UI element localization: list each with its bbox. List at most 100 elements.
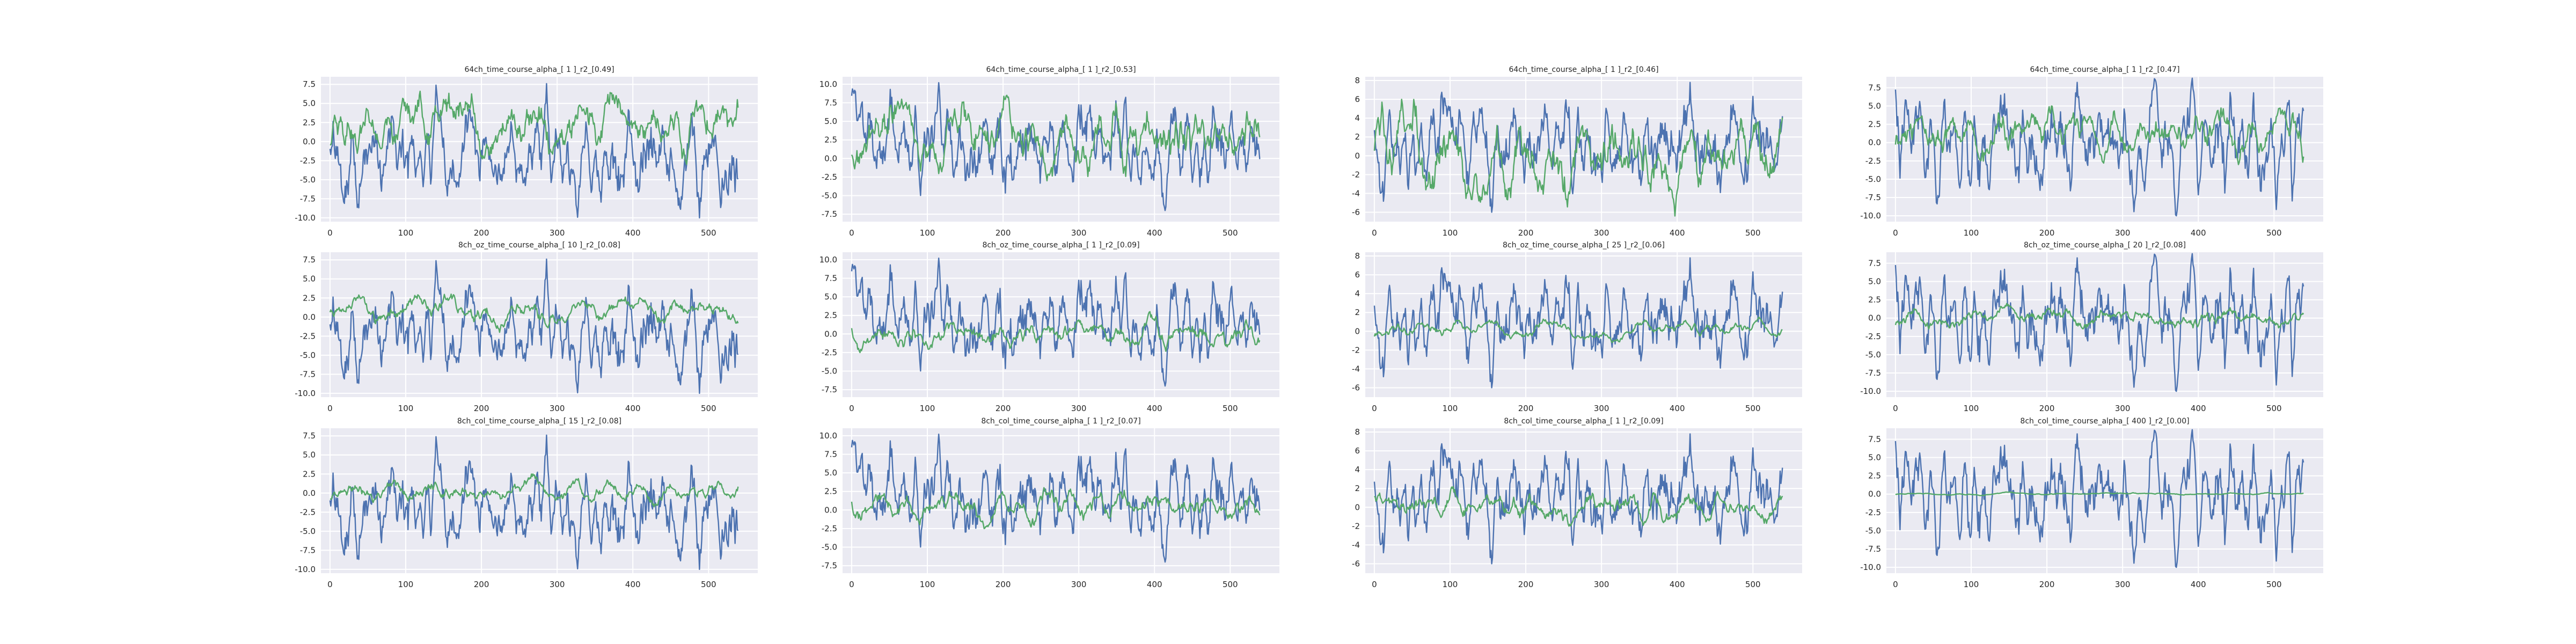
chart-title: 64ch_time_course_alpha_[ 1 ]_r2_[0.49] [464,65,614,74]
x-tick-label: 0 [1372,228,1377,238]
x-tick-label: 500 [1745,404,1761,413]
chart-panel: 0 100 200 300 400 500 -6 -4 -2 0 2 4 6 8 64ch_time_cou… [1352,65,1802,238]
x-tick-label: 100 [1443,228,1458,238]
y-tick-label: 5.0 [824,292,837,302]
y-tick-label: 8 [1355,427,1360,437]
x-tick-label: 300 [1071,580,1087,589]
y-tick-label: 0.0 [303,312,316,322]
y-tick-label: 7.5 [1868,434,1881,444]
plot-area [1365,77,1802,222]
y-tick-label: 0 [1355,326,1360,336]
y-tick-label: -6 [1352,383,1360,392]
x-tick-label: 100 [398,404,414,413]
y-tick-label: -5.0 [300,526,316,536]
chart-panel: 0 100 200 300 400 500 -10.0 -7.5 -5.0 -2.5 0.0 2.5 5… [1860,417,2323,589]
y-tick-label: 7.5 [824,273,837,283]
x-tick-label: 300 [550,228,565,238]
chart-panel: 0 100 200 300 400 500 -10.0 -7.5 -5.0 -2.5 0.0 2.5 5… [1860,65,2323,238]
x-tick-label: 500 [1745,228,1761,238]
series-line-green [1894,105,2304,165]
series-line-green [1373,98,1783,217]
y-tick-label: -5.0 [822,543,837,552]
y-tick-label: 2 [1355,132,1360,142]
chart-panel: 0 100 200 300 400 500 -6 -4 -2 0 2 4 6 8 8ch_oz_time_c… [1352,241,1802,413]
x-tick-label: 300 [1594,228,1609,238]
x-tick-label: 400 [625,228,641,238]
chart-panel: 0 100 200 300 400 500 -10.0 -7.5 -5.0 -2.5 0.0 2.5 5… [295,417,758,589]
series-line-blue [1373,82,1783,213]
y-tick-label: 5.0 [303,99,316,108]
x-tick-label: 200 [474,580,489,589]
y-tick-label: 0 [1355,151,1360,160]
series-line-blue [329,434,739,570]
x-tick-label: 500 [1223,580,1238,589]
series-line-green [1373,316,1783,343]
chart-panel: 0 100 200 300 400 500 -7.5 -5.0 -2.5 0.0 2.5 5.0 7.5… [819,417,1279,589]
y-tick-label: 5.0 [303,274,316,284]
x-tick-label: 500 [701,580,716,589]
y-tick-label: 2.5 [303,118,316,127]
y-tick-label: 0 [1355,502,1360,512]
x-tick-label: 200 [474,228,489,238]
chart-panel: 0 100 200 300 400 500 -10.0 -7.5 -5.0 -2.5 0.0 2.5 5… [1860,241,2323,413]
x-tick-label: 0 [849,228,854,238]
x-tick-label: 400 [1670,228,1685,238]
series-line-blue [1894,429,2304,568]
x-tick-label: 300 [2115,580,2131,589]
x-tick-label: 400 [1147,404,1162,413]
y-tick-label: 5.0 [1868,101,1881,111]
y-tick-label: 2.5 [303,469,316,479]
y-tick-label: 2 [1355,308,1360,317]
y-tick-label: -5.0 [300,175,316,185]
y-tick-label: -7.5 [1865,368,1881,378]
y-tick-label: 0.0 [1868,313,1881,323]
x-tick-label: 400 [1670,580,1685,589]
y-tick-label: 7.5 [824,98,837,107]
chart-title: 8ch_oz_time_course_alpha_[ 20 ]_r2_[0.08… [2024,241,2186,250]
chart-title: 64ch_time_course_alpha_[ 1 ]_r2_[0.46] [1509,65,1658,74]
y-tick-label: 5.0 [824,468,837,478]
y-tick-label: 2.5 [824,135,837,145]
chart-panel: 0 100 200 300 400 500 -7.5 -5.0 -2.5 0.0 2.5 5.0 7.5… [819,65,1279,238]
x-tick-label: 100 [920,404,935,413]
y-tick-label: 10.0 [819,255,837,265]
y-tick-label: -10.0 [295,389,316,398]
y-tick-label: -10.0 [1860,386,1881,396]
y-tick-label: -5.0 [1865,174,1881,184]
x-tick-label: 100 [398,228,414,238]
y-tick-label: -7.5 [822,561,837,570]
x-tick-label: 400 [2191,404,2206,413]
x-tick-label: 300 [2115,228,2131,238]
x-tick-label: 400 [625,580,641,589]
series-line-green [851,94,1261,182]
x-tick-label: 200 [2039,580,2055,589]
y-tick-label: -2.5 [1865,332,1881,341]
chart-panel: 0 100 200 300 400 500 -7.5 -5.0 -2.5 0.0 2.5 5.0 7.5… [819,241,1279,413]
y-tick-label: -5.0 [300,350,316,360]
y-tick-label: -2.5 [300,156,316,165]
y-tick-label: -6 [1352,559,1360,568]
x-tick-label: 0 [1893,228,1898,238]
x-tick-label: 200 [1518,580,1534,589]
x-tick-label: 500 [1223,228,1238,238]
y-tick-label: 7.5 [303,79,316,89]
y-tick-label: 2.5 [824,487,837,496]
y-tick-label: -4 [1352,188,1360,198]
x-tick-label: 400 [1670,404,1685,413]
x-tick-label: 500 [1745,580,1761,589]
y-tick-label: -2.5 [822,348,837,357]
series-line-blue [851,257,1261,387]
series-line-green [851,487,1261,530]
y-tick-label: 2 [1355,484,1360,493]
x-tick-label: 0 [1893,580,1898,589]
y-tick-label: -10.0 [295,565,316,574]
y-tick-label: -7.5 [1865,544,1881,554]
y-tick-label: 8 [1355,76,1360,85]
x-tick-label: 400 [2191,580,2206,589]
y-tick-label: 0.0 [303,137,316,147]
x-tick-label: 400 [1147,228,1162,238]
x-tick-label: 100 [1964,404,1979,413]
series-line-green [1894,303,2304,330]
y-tick-label: 6 [1355,94,1360,104]
